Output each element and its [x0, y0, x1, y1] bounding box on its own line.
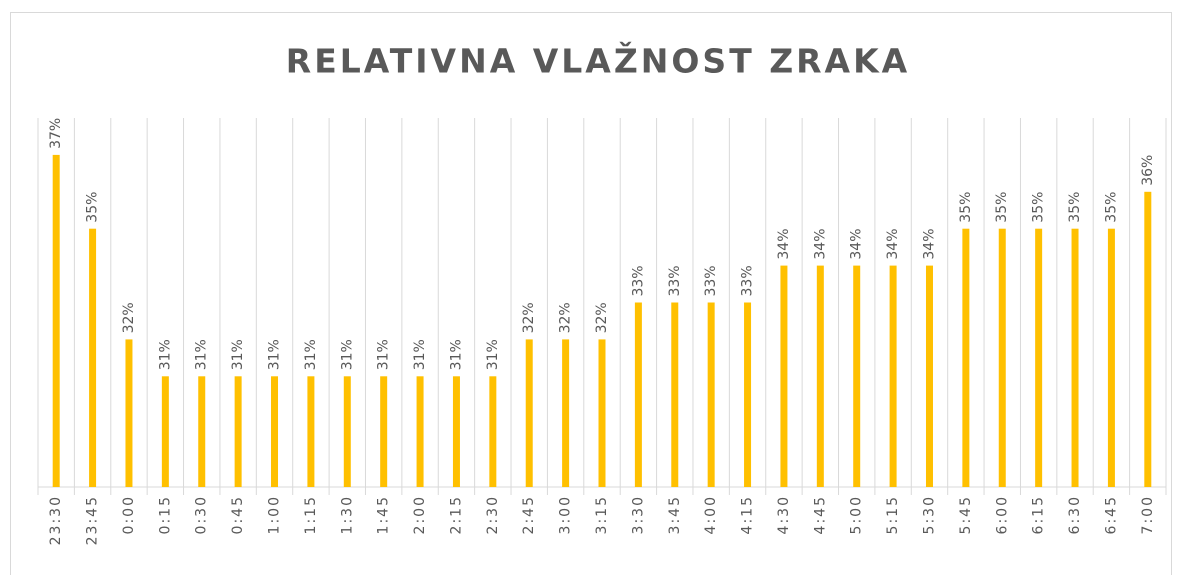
x-tick-label: 3:30 — [630, 495, 646, 534]
value-label: 35% — [1067, 192, 1083, 223]
x-tick-label: 1:00 — [267, 495, 283, 534]
bar — [562, 339, 570, 487]
value-label: 35% — [85, 192, 101, 223]
value-label: 33% — [630, 265, 646, 296]
bar — [489, 376, 497, 487]
x-tick-label: 7:00 — [1140, 495, 1156, 534]
value-label: 37% — [48, 118, 64, 149]
bar — [853, 265, 861, 487]
x-tick-label: 5:45 — [958, 495, 974, 534]
bar — [1035, 228, 1043, 487]
bar — [1107, 228, 1115, 487]
x-tick-label: 23:45 — [85, 495, 101, 545]
x-tick-label: 0:15 — [157, 495, 173, 534]
x-tick-label: 23:30 — [48, 495, 64, 545]
value-label: 31% — [230, 339, 246, 370]
value-label: 31% — [303, 339, 319, 370]
value-label: 36% — [1140, 155, 1156, 186]
bar — [271, 376, 279, 487]
value-label: 34% — [776, 228, 792, 259]
bar — [380, 376, 388, 487]
value-label: 33% — [703, 265, 719, 296]
bar — [962, 228, 970, 487]
bar — [234, 376, 242, 487]
bar — [125, 339, 133, 487]
x-tick-label: 4:30 — [776, 495, 792, 534]
bar — [198, 376, 206, 487]
x-tick-label: 2:45 — [521, 495, 537, 534]
value-label: 31% — [485, 339, 501, 370]
value-label: 33% — [740, 265, 756, 296]
bar — [161, 376, 169, 487]
bar — [89, 228, 97, 487]
bar — [1071, 228, 1079, 487]
x-tick-label: 2:00 — [412, 495, 428, 534]
bar — [307, 376, 315, 487]
x-tick-label: 3:45 — [667, 495, 683, 534]
value-label: 31% — [448, 339, 464, 370]
value-label: 34% — [849, 228, 865, 259]
value-label: 33% — [667, 265, 683, 296]
bar — [416, 376, 424, 487]
bar — [452, 376, 460, 487]
x-tick-label: 6:30 — [1067, 495, 1083, 534]
x-tick-label: 5:00 — [849, 495, 865, 534]
value-label: 31% — [412, 339, 428, 370]
bar — [707, 302, 715, 487]
x-tick-label: 4:00 — [703, 495, 719, 534]
bar — [780, 265, 788, 487]
x-tick-label: 3:15 — [594, 495, 610, 534]
x-tick-label: 4:15 — [740, 495, 756, 534]
bar — [634, 302, 642, 487]
x-tick-label: 5:15 — [885, 495, 901, 534]
value-label: 34% — [812, 228, 828, 259]
x-tick-label: 1:15 — [303, 495, 319, 534]
x-tick-label: 6:15 — [1031, 495, 1047, 534]
value-label: 34% — [885, 228, 901, 259]
x-tick-label: 1:30 — [339, 495, 355, 534]
value-label: 31% — [376, 339, 392, 370]
value-label: 35% — [958, 192, 974, 223]
x-tick-label: 0:00 — [121, 495, 137, 534]
x-tick-label: 1:45 — [376, 495, 392, 534]
value-label: 32% — [558, 302, 574, 333]
value-label: 31% — [157, 339, 173, 370]
x-tick-label: 6:45 — [1103, 495, 1119, 534]
x-tick-label: 6:00 — [994, 495, 1010, 534]
bar — [816, 265, 824, 487]
value-label: 32% — [521, 302, 537, 333]
value-label: 35% — [1103, 192, 1119, 223]
x-tick-label: 5:30 — [921, 495, 937, 534]
value-label: 31% — [267, 339, 283, 370]
bar — [525, 339, 533, 487]
x-tick-label: 0:45 — [230, 495, 246, 534]
bar — [52, 154, 60, 487]
x-tick-label: 4:45 — [812, 495, 828, 534]
chart-border — [10, 12, 1172, 575]
value-label: 35% — [994, 192, 1010, 223]
value-label: 35% — [1031, 192, 1047, 223]
bar — [925, 265, 933, 487]
bar — [998, 228, 1006, 487]
bar — [598, 339, 606, 487]
x-tick-label: 2:15 — [448, 495, 464, 534]
bar — [671, 302, 679, 487]
bar — [1144, 191, 1152, 488]
bar — [889, 265, 897, 487]
x-tick-label: 2:30 — [485, 495, 501, 534]
value-label: 32% — [121, 302, 137, 333]
x-tick-label: 0:30 — [194, 495, 210, 534]
value-label: 31% — [339, 339, 355, 370]
bar — [343, 376, 351, 487]
x-tick-label: 3:00 — [558, 495, 574, 534]
value-label: 34% — [921, 228, 937, 259]
value-label: 31% — [194, 339, 210, 370]
bar — [744, 302, 752, 487]
chart-title: RELATIVNA VLAŽNOST ZRAKA — [286, 41, 910, 81]
value-label: 32% — [594, 302, 610, 333]
